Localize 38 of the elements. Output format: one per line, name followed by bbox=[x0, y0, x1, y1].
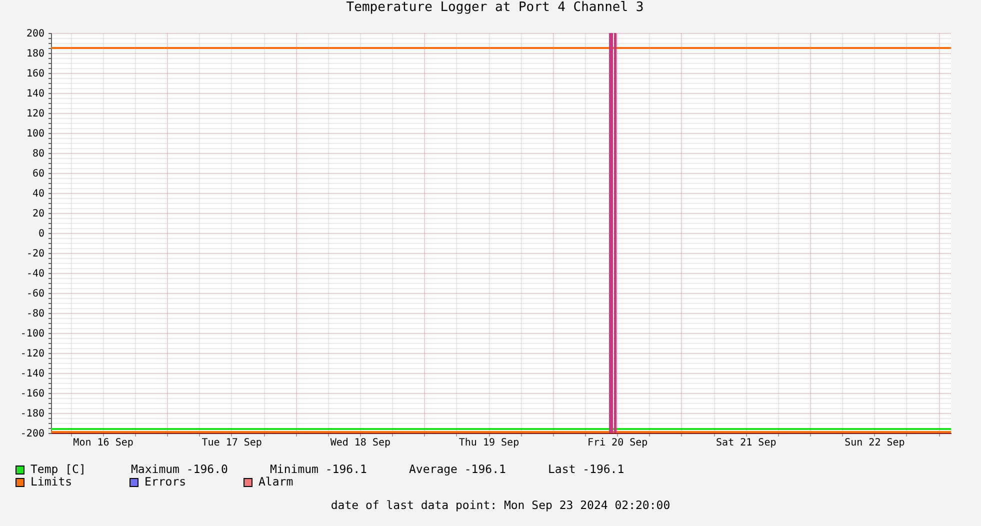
legend-label: Limits bbox=[30, 474, 72, 488]
y-tick-label: 80 bbox=[32, 148, 44, 160]
x-tick-label: Fri 20 Sep bbox=[587, 438, 648, 448]
y-tick-label: 0 bbox=[38, 228, 44, 240]
y-tick-label: -180 bbox=[20, 408, 44, 420]
legend-label: Errors bbox=[144, 474, 186, 488]
legend-label: Temp [C] bbox=[30, 462, 86, 476]
x-tick-label: Sat 21 Sep bbox=[716, 438, 776, 448]
y-tick-label: -140 bbox=[20, 368, 44, 380]
y-tick-label: -80 bbox=[26, 308, 44, 320]
y-tick-label: -20 bbox=[26, 248, 44, 260]
y-tick-label: -100 bbox=[20, 328, 44, 340]
y-tick-label: 140 bbox=[26, 88, 44, 100]
y-tick-label: -200 bbox=[20, 428, 44, 440]
x-tick-label: Wed 18 Sep bbox=[330, 438, 391, 448]
y-tick-label: 160 bbox=[26, 68, 44, 80]
y-tick-label: 40 bbox=[32, 188, 44, 200]
chart-title: Temperature Logger at Port 4 Channel 3 bbox=[346, 0, 644, 15]
text: date of last data point: Mon Sep 23 2024 02:20:00 bbox=[330, 498, 670, 512]
legend-label: Alarm bbox=[258, 474, 294, 488]
y-tick-label: -60 bbox=[26, 288, 44, 300]
y-tick-label: -160 bbox=[20, 388, 44, 400]
text: Minimum -196.1 bbox=[270, 462, 368, 476]
x-tick-label: Thu 19 Sep bbox=[458, 438, 520, 448]
text: Maximum -196.0 bbox=[131, 462, 228, 476]
y-tick-label: -40 bbox=[26, 268, 44, 280]
x-tick-label: Tue 17 Sep bbox=[202, 438, 262, 448]
x-tick-label: Sun 22 Sep bbox=[844, 438, 905, 448]
text: Last -196.1 bbox=[548, 462, 624, 476]
y-tick-label: -120 bbox=[20, 348, 44, 360]
y-tick-label: 120 bbox=[26, 108, 44, 120]
y-tick-label: 20 bbox=[32, 208, 44, 220]
y-tick-label: 200 bbox=[26, 28, 44, 40]
y-tick-label: 60 bbox=[32, 168, 44, 180]
y-tick-label: 180 bbox=[26, 48, 44, 60]
x-tick-label: Mon 16 Sep bbox=[73, 438, 134, 448]
y-tick-label: 100 bbox=[26, 128, 44, 140]
text: Average -196.1 bbox=[409, 462, 506, 476]
